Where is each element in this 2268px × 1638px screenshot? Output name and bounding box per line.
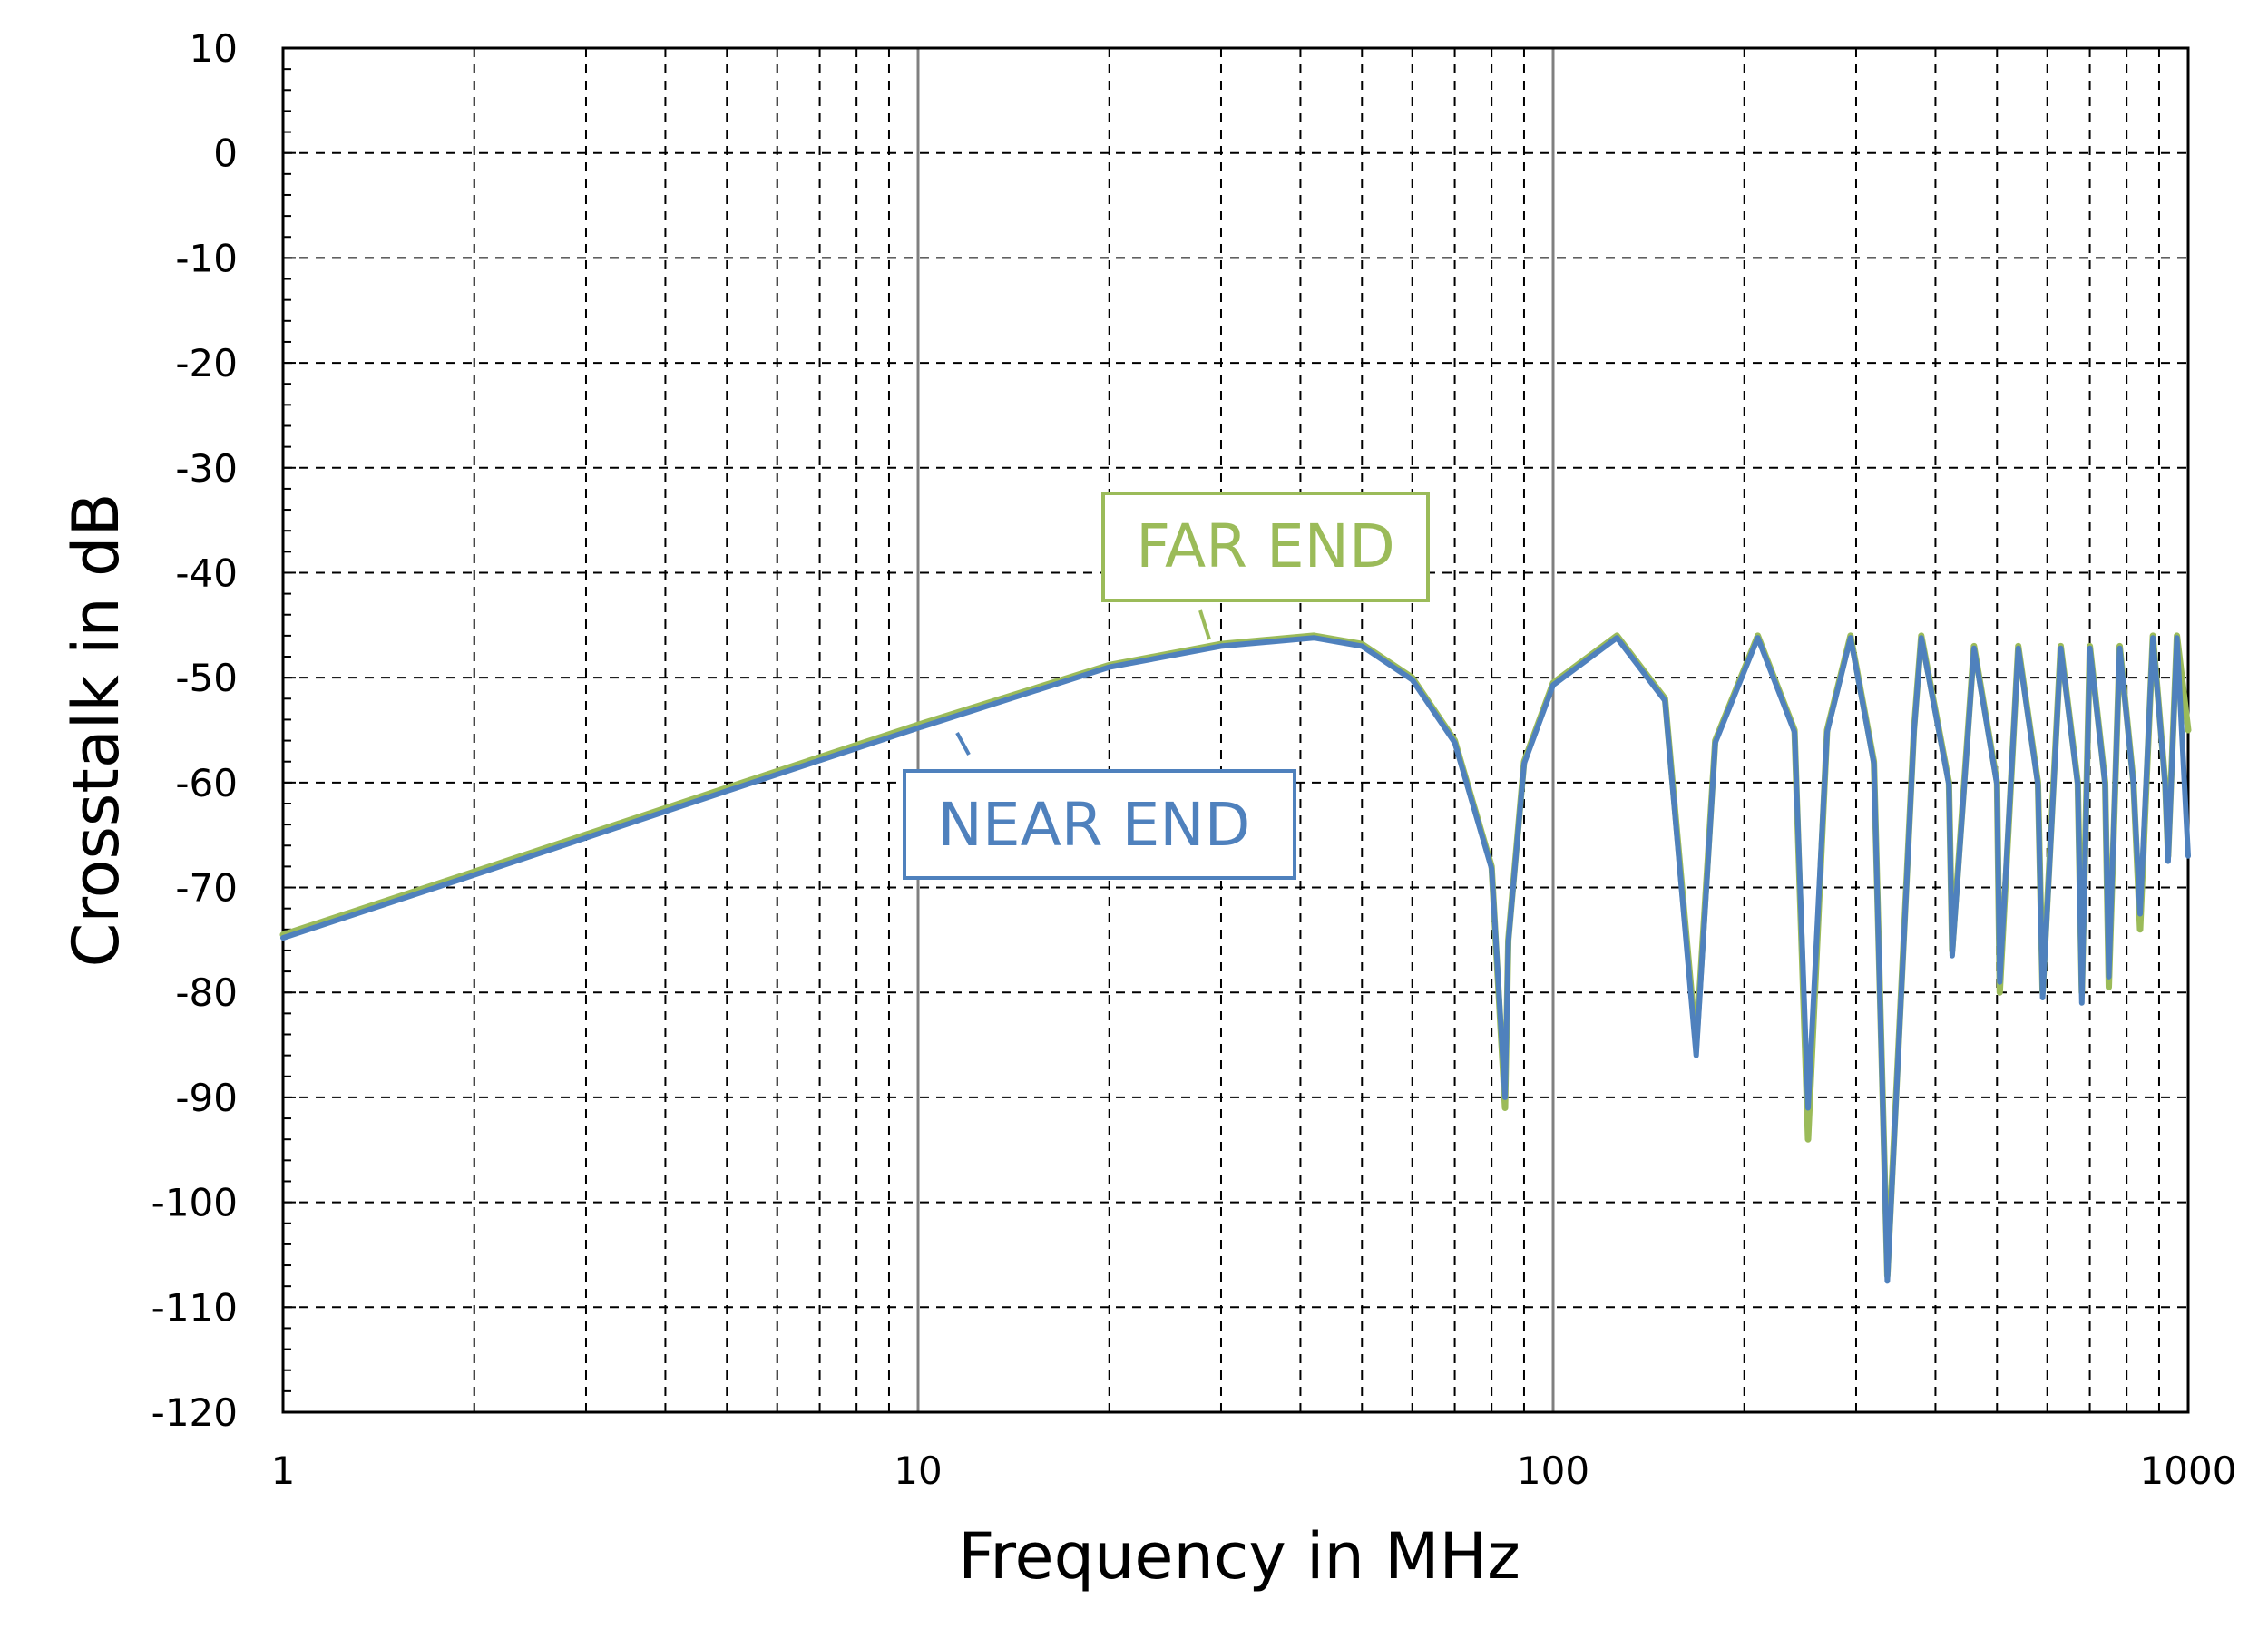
y-tick-label: -110 bbox=[152, 1285, 238, 1330]
y-tick-label: -10 bbox=[175, 236, 238, 280]
grid-lines bbox=[283, 48, 2188, 1412]
y-tick-label: -20 bbox=[175, 341, 238, 385]
far-end-label: FAR END bbox=[1136, 512, 1395, 581]
x-tick-label: 100 bbox=[1517, 1448, 1589, 1493]
y-tick-label: -90 bbox=[175, 1076, 238, 1120]
y-axis-title: Crosstalk in dB bbox=[59, 493, 133, 968]
y-tick-label: -60 bbox=[175, 761, 238, 805]
near-end-label: NEAR END bbox=[938, 790, 1251, 860]
y-tick-label: -70 bbox=[175, 866, 238, 911]
y-tick-label: -30 bbox=[175, 446, 238, 491]
far-end-callout-box bbox=[1101, 492, 1430, 602]
x-tick-label: 1 bbox=[271, 1448, 296, 1493]
y-tick-label: -50 bbox=[175, 656, 238, 700]
near-end-series-line bbox=[280, 635, 2191, 1284]
y-tick-label: 0 bbox=[213, 132, 238, 176]
x-axis-title: Frequency in MHz bbox=[958, 1519, 1520, 1594]
near-end-callout-box bbox=[903, 769, 1296, 880]
x-tick-labels: 1 10 100 1000 bbox=[271, 1448, 2237, 1493]
y-tick-label: -40 bbox=[175, 551, 238, 595]
y-tick-label: -120 bbox=[152, 1390, 238, 1435]
near-end-callout: NEAR END bbox=[903, 732, 1296, 880]
far-end-callout-leader bbox=[1198, 609, 1211, 640]
y-tick-label: -100 bbox=[152, 1181, 238, 1225]
y-tick-label: -80 bbox=[175, 970, 238, 1015]
series-layer bbox=[279, 632, 2192, 1284]
x-tick-label: 10 bbox=[894, 1448, 942, 1493]
far-end-callout: FAR END bbox=[1101, 492, 1430, 640]
y-tick-labels: 10 0 -10 -20 -30 -40 -50 -60 -70 -80 -90 -100 -110 -1… bbox=[152, 26, 238, 1435]
near-end-callout-leader bbox=[955, 732, 971, 756]
y-tick-label: 10 bbox=[190, 26, 238, 71]
x-tick-label: 1000 bbox=[2140, 1448, 2237, 1493]
